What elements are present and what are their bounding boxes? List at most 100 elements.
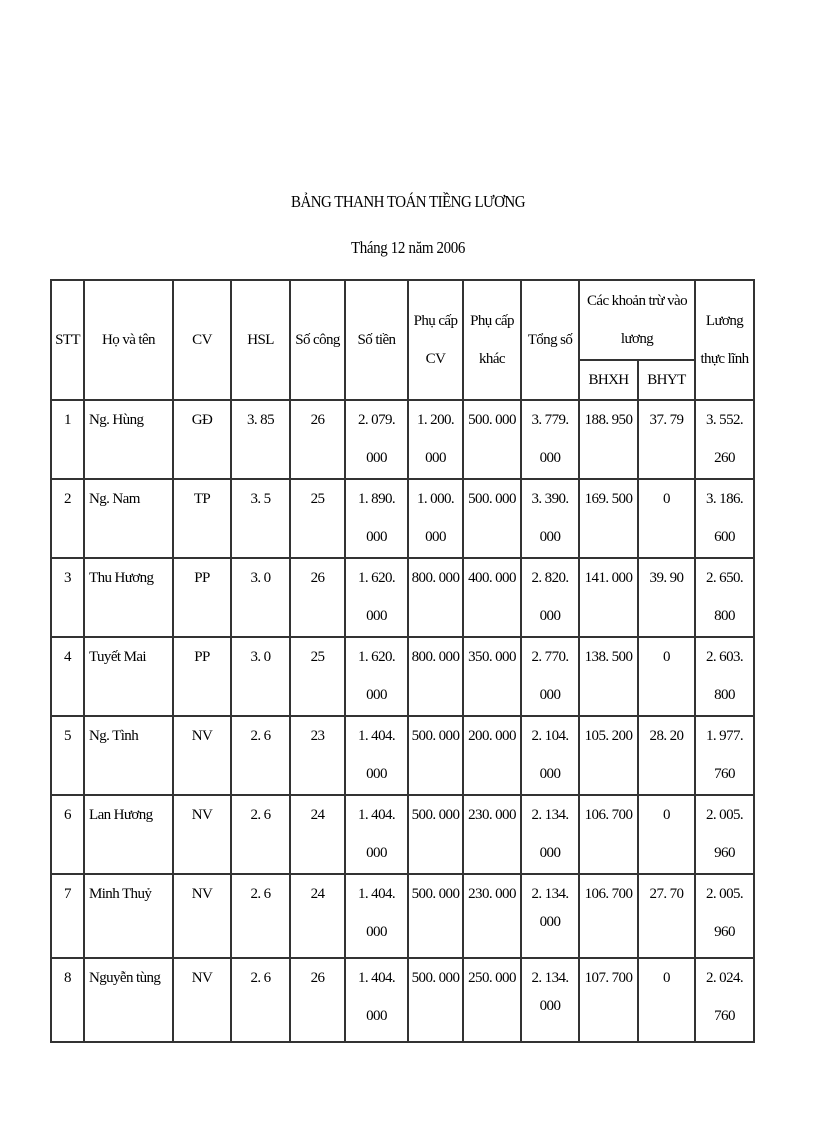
- cell-tong-so: 2. 820. 000: [520, 557, 580, 638]
- header-bhyt: BHYT: [636, 359, 697, 401]
- cell-bhxh: 106. 700: [578, 873, 639, 959]
- table-row: 3 Thu Hương PP 3. 0 26 1. 620. 000 800. 000 400…: [50, 557, 756, 638]
- cell-so-cong: 24: [289, 873, 346, 959]
- cell-tong-so: 2. 104. 000: [520, 715, 580, 796]
- header-phu-cap-khac: Phụ cấp khác: [462, 279, 522, 401]
- table-row: 5 Ng. Tình NV 2. 6 23 1. 404. 000 500. 000 200.…: [50, 715, 756, 796]
- cell-bhxh: 188. 950: [578, 399, 639, 480]
- cell-stt: 7: [50, 873, 85, 959]
- cell-phu-cap-khac: 400. 000: [462, 557, 522, 638]
- table-row: 7 Minh Thuỷ NV 2. 6 24 1. 404. 000 500. 000 230…: [50, 873, 756, 959]
- cell-phu-cap-khac: 200. 000: [462, 715, 522, 796]
- header-hsl: HSL: [230, 279, 291, 401]
- cell-stt: 6: [50, 794, 85, 875]
- cell-hsl: 2. 6: [230, 794, 291, 875]
- cell-name: Lan Hương: [83, 794, 174, 875]
- table-row: 6 Lan Hương NV 2. 6 24 1. 404. 000 500. 000 230…: [50, 794, 756, 875]
- cell-so-tien: 1. 404. 000: [344, 957, 409, 1043]
- cell-bhxh: 169. 500: [578, 478, 639, 559]
- cell-phu-cap-cv: 1. 000. 000: [407, 478, 464, 559]
- cell-stt: 8: [50, 957, 85, 1043]
- cell-bhxh: 107. 700: [578, 957, 639, 1043]
- cell-phu-cap-khac: 350. 000: [462, 636, 522, 717]
- cell-name: Ng. Tình: [83, 715, 174, 796]
- cell-bhyt: 28. 20: [636, 715, 697, 796]
- header-cv: CV: [172, 279, 232, 401]
- header-luong-thuc-linh: Lương thực lĩnh: [694, 279, 756, 401]
- cell-name: Ng. Hùng: [83, 399, 174, 480]
- header-so-tien: Số tiền: [344, 279, 409, 401]
- payroll-table: STT Họ và tên CV HSL Số công Số tiền Phụ…: [50, 279, 756, 1043]
- cell-phu-cap-khac: 230. 000: [462, 873, 522, 959]
- cell-so-cong: 26: [289, 557, 346, 638]
- cell-hsl: 3. 85: [230, 399, 291, 480]
- header-deductions: Các khoản trừ vào lương: [577, 279, 697, 361]
- cell-stt: 3: [50, 557, 85, 638]
- cell-so-tien: 1. 404. 000: [344, 873, 409, 959]
- cell-cv: NV: [172, 957, 232, 1043]
- cell-luong: 2. 650. 800: [694, 557, 756, 638]
- cell-hsl: 3. 0: [230, 557, 291, 638]
- cell-so-cong: 23: [289, 715, 346, 796]
- cell-stt: 4: [50, 636, 85, 717]
- cell-phu-cap-cv: 800. 000: [407, 636, 464, 717]
- subheader-row: BHXH BHYT: [51, 359, 754, 401]
- document-title: BẢNG THANH TOÁN TIỀNG LƯƠNG: [291, 192, 525, 211]
- cell-cv: NV: [172, 715, 232, 796]
- cell-tong-so: 2. 134. 000: [520, 957, 580, 1043]
- header-tong-so: Tổng số: [520, 279, 580, 401]
- header-bhxh: BHXH: [578, 359, 639, 401]
- cell-so-tien: 1. 404. 000: [344, 715, 409, 796]
- cell-tong-so: 2. 134. 000: [520, 794, 580, 875]
- cell-so-cong: 25: [289, 636, 346, 717]
- cell-so-cong: 25: [289, 478, 346, 559]
- cell-so-tien: 1. 890. 000: [344, 478, 409, 559]
- cell-luong: 3. 186. 600: [694, 478, 756, 559]
- cell-cv: GĐ: [172, 399, 232, 480]
- header-name: Họ và tên: [83, 279, 174, 401]
- cell-luong: 3. 552. 260: [694, 399, 756, 480]
- cell-name: Ng. Nam: [83, 478, 174, 559]
- cell-phu-cap-khac: 250. 000: [462, 957, 522, 1043]
- cell-phu-cap-khac: 500. 000: [462, 478, 522, 559]
- cell-tong-so: 2. 770. 000: [520, 636, 580, 717]
- cell-cv: NV: [172, 873, 232, 959]
- cell-hsl: 3. 0: [230, 636, 291, 717]
- cell-bhxh: 141. 000: [578, 557, 639, 638]
- table-row: 4 Tuyết Mai PP 3. 0 25 1. 620. 000 800. 000 350…: [50, 636, 756, 717]
- cell-phu-cap-cv: 800. 000: [407, 557, 464, 638]
- cell-so-tien: 1. 620. 000: [344, 557, 409, 638]
- table-row: 1 Ng. Hùng GĐ 3. 85 26 2. 079. 000 1. 200. 000…: [50, 399, 756, 480]
- cell-phu-cap-cv: 500. 000: [407, 715, 464, 796]
- cell-phu-cap-cv: 500. 000: [407, 873, 464, 959]
- cell-stt: 5: [50, 715, 85, 796]
- cell-name: Tuyết Mai: [83, 636, 174, 717]
- cell-bhxh: 105. 200: [578, 715, 639, 796]
- cell-bhxh: 106. 700: [578, 794, 639, 875]
- cell-bhyt: 37. 79: [636, 399, 697, 480]
- header-row: STT Họ và tên CV HSL Số công Số tiền Phụ…: [50, 279, 756, 401]
- cell-so-tien: 1. 620. 000: [344, 636, 409, 717]
- cell-luong: 2. 024. 760: [694, 957, 756, 1043]
- table-row: 8 Nguyễn tùng NV 2. 6 26 1. 404. 000 500. 000 2…: [50, 957, 756, 1043]
- header-so-cong: Số công: [289, 279, 346, 401]
- cell-bhyt: 39. 90: [636, 557, 697, 638]
- cell-phu-cap-cv: 500. 000: [407, 794, 464, 875]
- cell-so-cong: 26: [289, 399, 346, 480]
- cell-name: Thu Hương: [83, 557, 174, 638]
- cell-bhyt: 0: [636, 794, 697, 875]
- cell-cv: PP: [172, 636, 232, 717]
- header-stt: STT: [50, 279, 85, 401]
- cell-hsl: 2. 6: [230, 715, 291, 796]
- cell-phu-cap-khac: 500. 000: [462, 399, 522, 480]
- cell-tong-so: 3. 390. 000: [520, 478, 580, 559]
- cell-name: Nguyễn tùng: [83, 957, 174, 1043]
- cell-bhyt: 0: [636, 636, 697, 717]
- cell-so-tien: 2. 079. 000: [344, 399, 409, 480]
- cell-stt: 2: [50, 478, 85, 559]
- cell-cv: NV: [172, 794, 232, 875]
- cell-luong: 2. 005. 960: [694, 794, 756, 875]
- cell-name: Minh Thuỷ: [83, 873, 174, 959]
- cell-stt: 1: [50, 399, 85, 480]
- cell-bhyt: 0: [636, 478, 697, 559]
